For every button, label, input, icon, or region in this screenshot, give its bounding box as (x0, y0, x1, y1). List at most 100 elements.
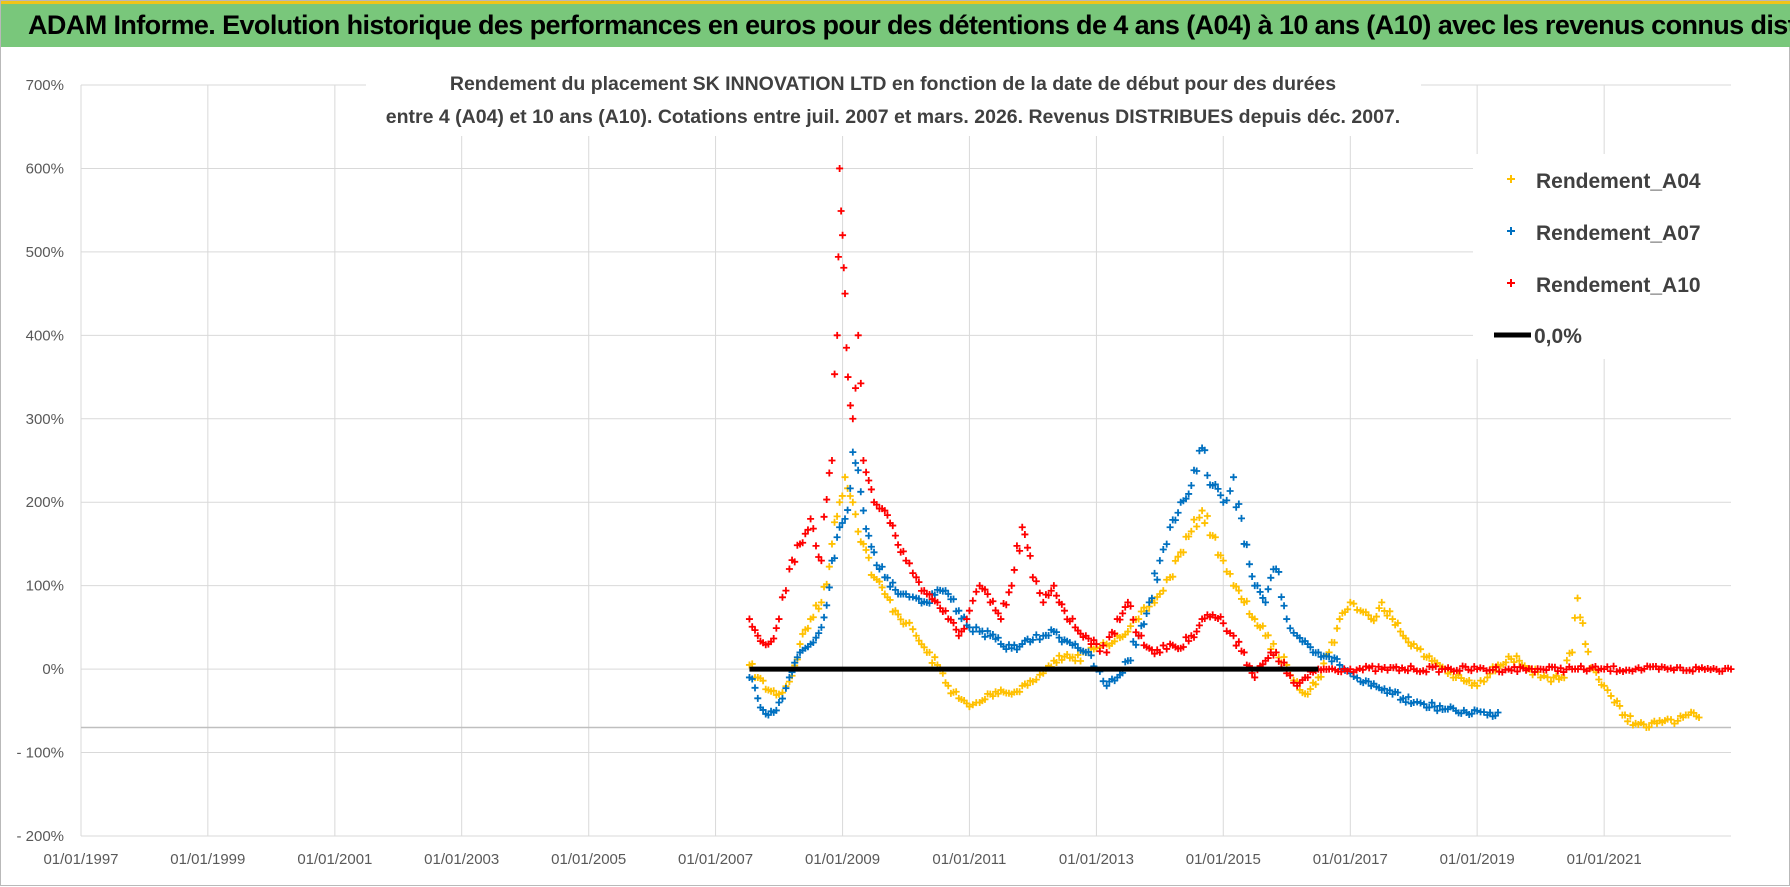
data-point (1140, 620, 1148, 628)
data-point (1018, 523, 1026, 531)
data-point (1399, 694, 1407, 702)
data-point (894, 541, 902, 549)
data-point (1613, 697, 1621, 705)
data-point (981, 586, 989, 594)
data-point (1468, 710, 1476, 718)
data-point (1163, 645, 1171, 653)
data-point (754, 694, 762, 702)
legend-background (1473, 154, 1733, 359)
data-point (1465, 676, 1473, 684)
data-point (1404, 667, 1412, 675)
data-point (1425, 652, 1433, 660)
data-point (1264, 654, 1272, 662)
data-point (846, 492, 854, 500)
data-point (897, 615, 905, 623)
data-point (1193, 627, 1201, 635)
report-title: ADAM Informe. Evolution historique des p… (28, 10, 1790, 40)
data-point (1230, 632, 1238, 640)
data-point (867, 485, 875, 493)
data-point (1045, 632, 1053, 640)
chart-title-box: Rendement du placement SK INNOVATION LTD… (366, 64, 1421, 136)
data-point (1119, 609, 1127, 617)
data-point (1016, 547, 1024, 555)
data-point (1036, 671, 1044, 679)
data-point (1595, 676, 1603, 684)
data-point (840, 264, 848, 272)
data-point (1404, 693, 1412, 701)
data-point (1211, 480, 1219, 488)
data-point (963, 615, 971, 623)
data-point (1214, 485, 1222, 493)
data-point (846, 401, 854, 409)
data-point (1417, 645, 1425, 653)
legend-item: Rendement_A10 (1507, 274, 1701, 297)
data-point (1159, 641, 1167, 649)
data-point (1201, 615, 1209, 623)
data-point (1515, 657, 1523, 665)
data-point (1330, 639, 1338, 647)
legend-item: Rendement_A04 (1507, 170, 1701, 193)
data-point (1492, 663, 1500, 671)
data-point (825, 469, 833, 477)
data-point (1551, 663, 1559, 671)
data-point (849, 415, 857, 423)
data-point (1163, 540, 1171, 548)
data-point (859, 540, 867, 548)
data-point (1563, 656, 1571, 664)
data-point (1606, 667, 1614, 675)
data-point (1513, 652, 1521, 660)
data-point (778, 689, 786, 697)
data-point (909, 593, 917, 601)
data-point (969, 597, 977, 605)
data-point (807, 515, 815, 523)
data-point (1013, 542, 1021, 550)
data-point (842, 344, 850, 352)
data-point (1116, 616, 1124, 624)
data-point (1153, 576, 1161, 584)
data-point (1436, 702, 1444, 710)
x-tick-label: 01/01/2017 (1313, 851, 1388, 868)
data-point (950, 595, 958, 603)
data-point (1127, 602, 1135, 610)
data-point (1280, 602, 1288, 610)
data-point (1032, 676, 1040, 684)
data-point (1264, 631, 1272, 639)
data-point (960, 625, 968, 633)
data-point (809, 525, 817, 533)
data-point (799, 539, 807, 547)
data-point (852, 384, 860, 392)
y-tick-label: - 100% (16, 745, 64, 762)
data-point (831, 554, 839, 562)
data-point (1494, 709, 1502, 717)
data-point (1544, 673, 1552, 681)
data-point (1145, 598, 1153, 606)
data-point (1029, 573, 1037, 581)
data-point (912, 573, 920, 581)
data-point (981, 695, 989, 703)
data-point (894, 610, 902, 618)
data-point (1087, 651, 1095, 659)
data-point (820, 513, 828, 521)
data-point (1286, 624, 1294, 632)
data-point (796, 640, 804, 648)
data-point (1259, 594, 1267, 602)
data-point (1159, 587, 1167, 595)
data-point (1372, 613, 1380, 621)
data-point (1433, 707, 1441, 715)
data-point (994, 609, 1002, 617)
data-point (1256, 588, 1264, 596)
data-point (905, 559, 913, 567)
data-point (1166, 523, 1174, 531)
data-point (1156, 648, 1164, 656)
legend-plus-marker (1507, 227, 1515, 235)
data-point (867, 543, 875, 551)
data-point (1336, 615, 1344, 623)
data-point (833, 533, 841, 541)
data-point (1235, 500, 1243, 508)
data-point (1002, 601, 1010, 609)
data-point (1513, 667, 1521, 675)
data-point (1026, 552, 1034, 560)
data-point (1667, 716, 1675, 724)
data-point (1267, 574, 1275, 582)
data-point (1156, 590, 1164, 598)
